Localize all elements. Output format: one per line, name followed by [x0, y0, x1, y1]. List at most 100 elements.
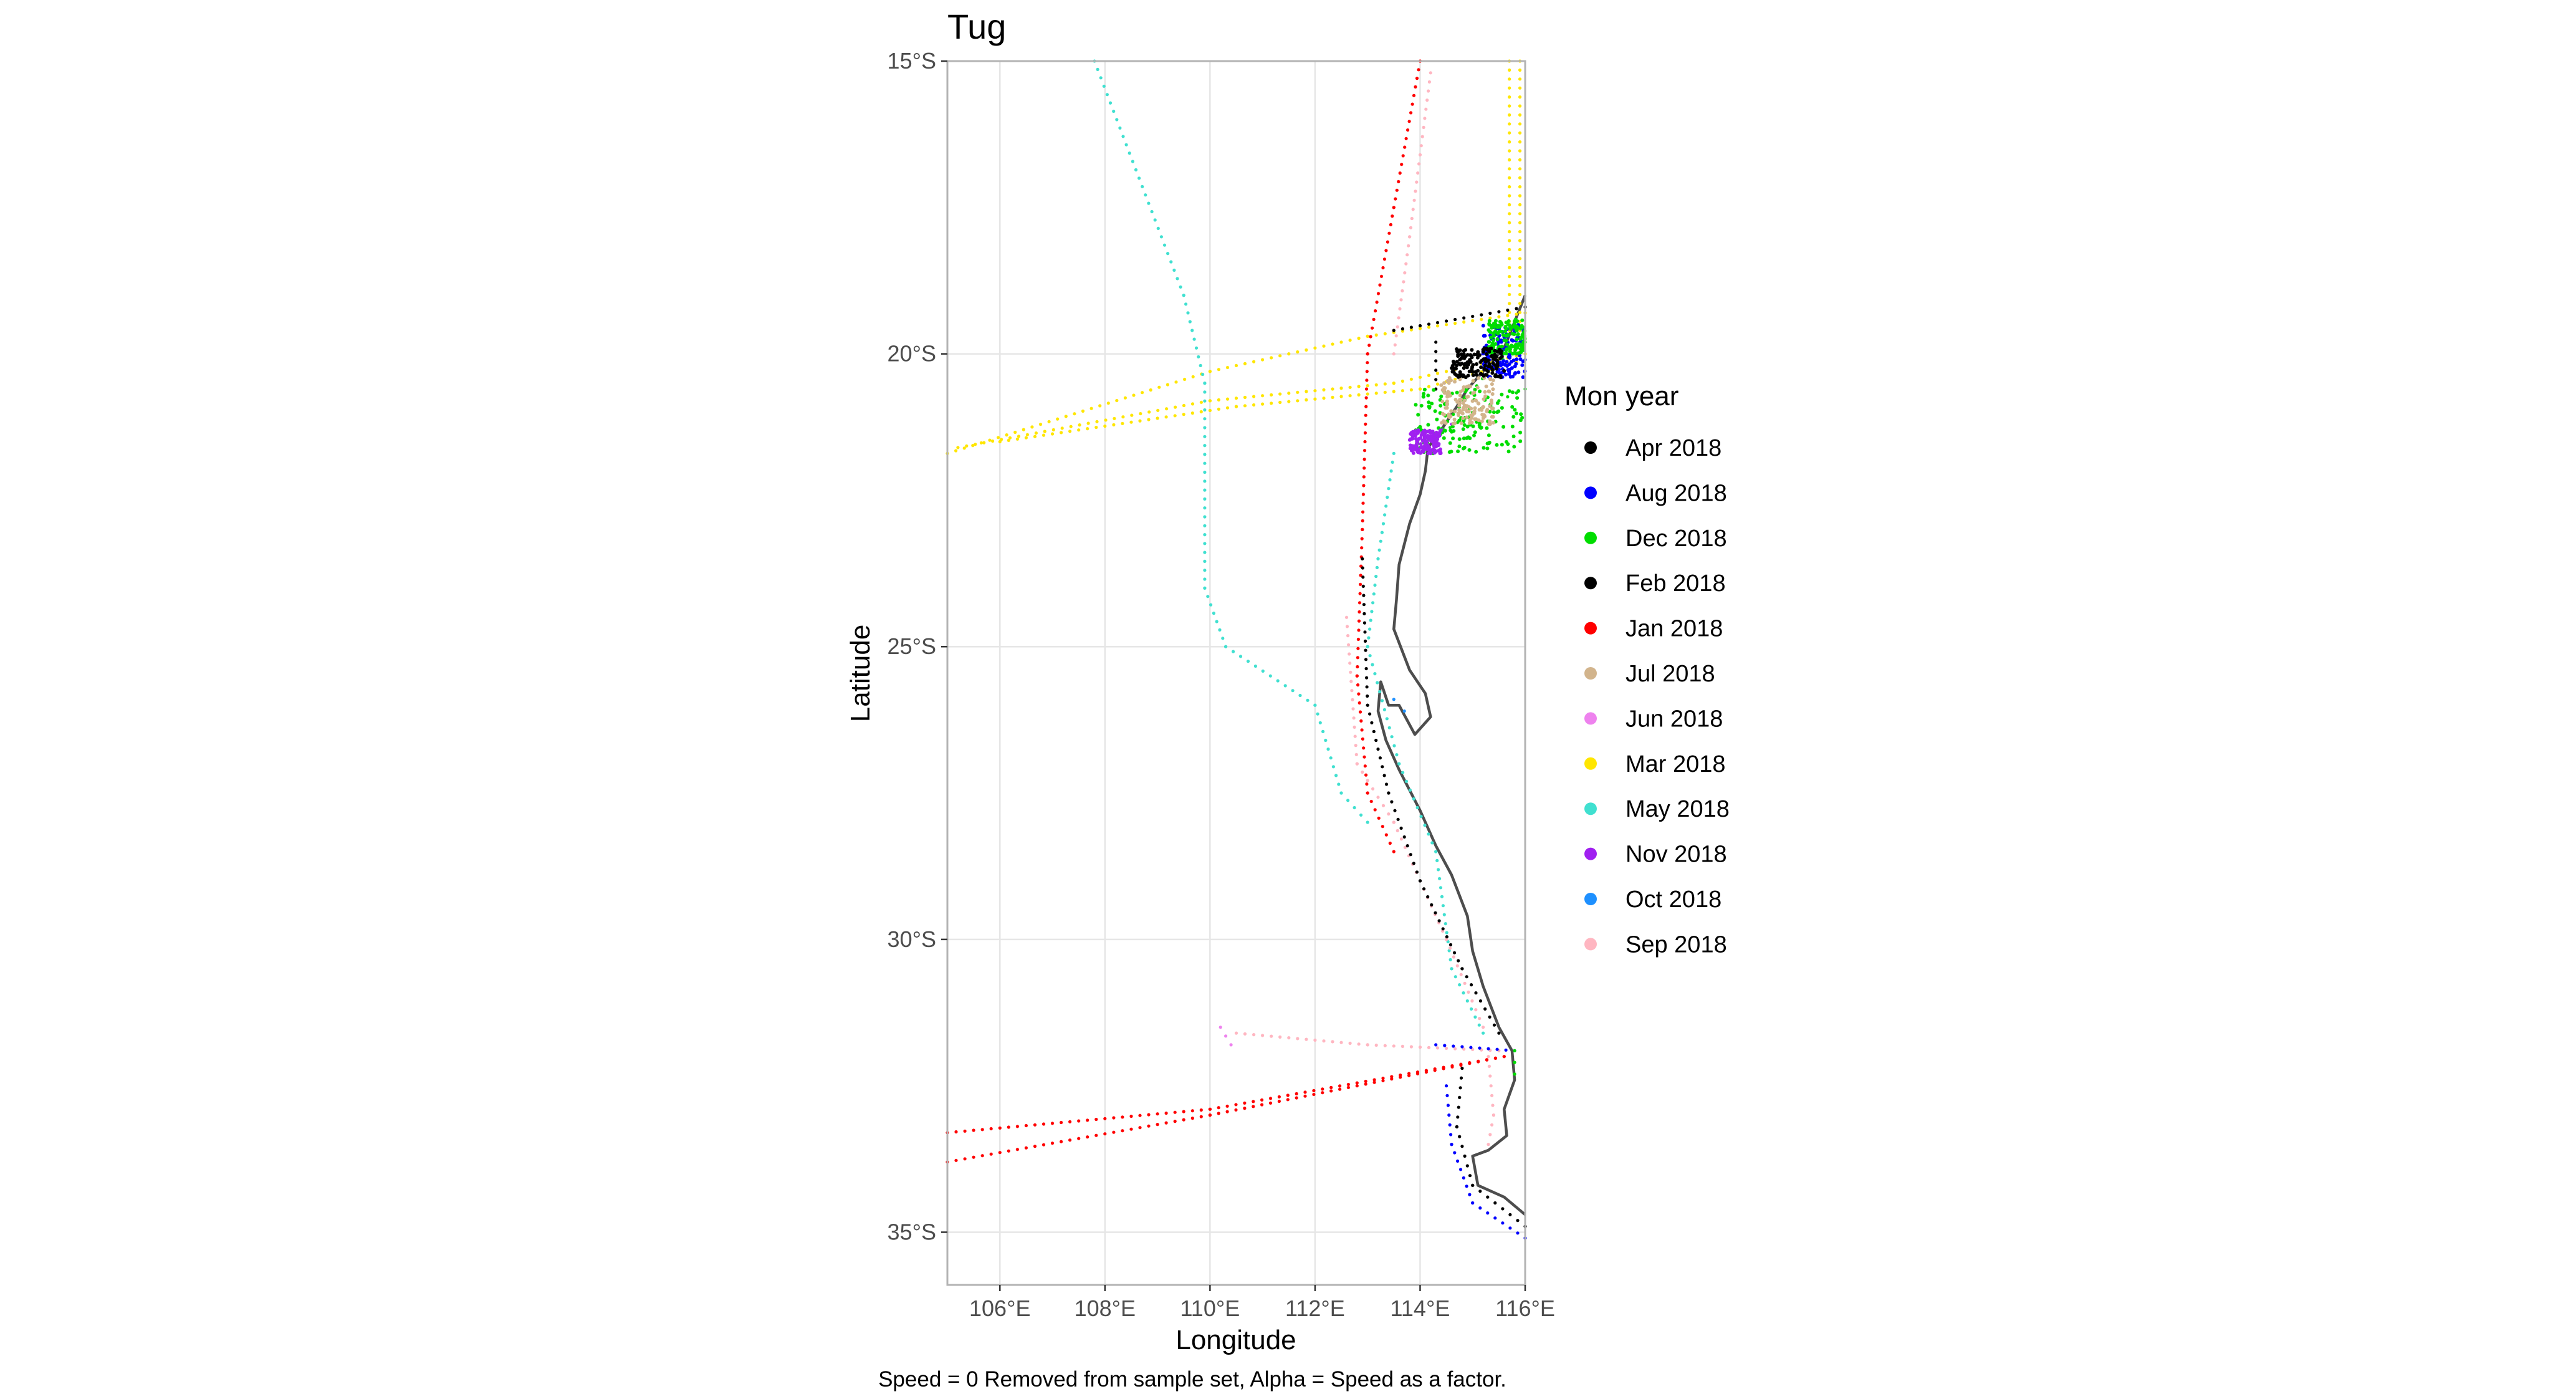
- plot-panel: [946, 59, 1527, 1286]
- track-point: [1412, 862, 1415, 865]
- track-point: [1383, 390, 1387, 394]
- cluster-point: [1452, 417, 1457, 421]
- track-point: [1482, 1031, 1485, 1035]
- track-point: [1352, 716, 1356, 720]
- track-point: [1212, 612, 1215, 615]
- cluster-point: [1487, 319, 1491, 323]
- cluster-point: [1513, 317, 1518, 322]
- track-point: [1401, 771, 1405, 774]
- track-point: [1169, 260, 1173, 264]
- track-point: [1425, 99, 1429, 102]
- cluster-point: [1506, 319, 1511, 323]
- track-point: [1322, 397, 1326, 400]
- track-point: [1361, 501, 1365, 505]
- cluster-point: [1476, 353, 1480, 357]
- cluster-point: [1442, 419, 1445, 423]
- track-point: [1291, 689, 1295, 693]
- track-point: [1367, 636, 1371, 640]
- track-point: [1388, 478, 1392, 482]
- track-point: [1439, 886, 1443, 890]
- track-point: [1440, 895, 1444, 898]
- track-point: [1179, 285, 1182, 289]
- cluster-point: [1442, 386, 1447, 390]
- track-point: [1094, 1133, 1098, 1137]
- track-aug-2018-19: [1445, 1084, 1527, 1240]
- cluster-point: [1463, 354, 1468, 358]
- track-point: [1173, 1120, 1177, 1123]
- cluster-point: [1461, 388, 1465, 392]
- track-point: [1344, 615, 1349, 619]
- track-point: [1190, 329, 1194, 332]
- track-point: [1203, 479, 1207, 483]
- track-point: [1389, 469, 1393, 473]
- track-point: [1203, 470, 1207, 474]
- track-point: [1415, 1072, 1420, 1075]
- cluster-point: [1411, 451, 1415, 455]
- track-point: [1069, 425, 1073, 428]
- track-point: [1030, 425, 1034, 429]
- cluster-point: [1513, 371, 1518, 375]
- track-point: [1208, 370, 1212, 373]
- track-point: [1362, 475, 1366, 479]
- track-point: [1381, 765, 1384, 769]
- track-point: [1468, 1062, 1472, 1065]
- track-may-2018-5: [1093, 59, 1369, 824]
- track-point: [1089, 406, 1093, 410]
- track-point: [1203, 506, 1207, 510]
- track-point: [963, 1157, 967, 1161]
- track-point: [1435, 382, 1440, 386]
- track-point: [1471, 1183, 1475, 1187]
- track-point: [1356, 665, 1359, 669]
- track-point: [1357, 601, 1362, 605]
- track-point: [1441, 927, 1445, 931]
- track-point: [1423, 824, 1427, 827]
- track-point: [1434, 378, 1438, 382]
- cluster-point: [1511, 435, 1516, 438]
- track-apr-2018-16: [1361, 557, 1501, 1035]
- track-point: [1366, 352, 1369, 356]
- track-point: [1387, 231, 1391, 235]
- cluster-point: [1476, 368, 1480, 373]
- cluster-point: [1512, 323, 1516, 327]
- track-point: [1396, 325, 1399, 329]
- track-point: [1516, 1219, 1520, 1223]
- track-point: [1025, 433, 1029, 436]
- cluster-point: [1510, 405, 1515, 409]
- track-point: [1508, 140, 1511, 144]
- track-point: [1131, 160, 1134, 163]
- track-point: [1504, 1048, 1508, 1052]
- track-point: [1208, 399, 1212, 403]
- track-point: [1360, 537, 1364, 541]
- track-point: [1513, 1049, 1516, 1052]
- track-point: [1305, 1037, 1308, 1041]
- track-point: [1469, 1046, 1473, 1049]
- track-point: [1357, 701, 1361, 705]
- track-point: [1501, 1207, 1505, 1211]
- track-point: [1043, 430, 1046, 433]
- cluster-point: [1467, 448, 1472, 452]
- track-point: [1465, 1164, 1469, 1168]
- track-point: [1508, 122, 1511, 126]
- track-point: [998, 1126, 1002, 1130]
- cluster-point: [1521, 375, 1525, 379]
- track-point: [1361, 566, 1364, 570]
- track-point: [1415, 77, 1419, 80]
- track-point: [1182, 413, 1185, 416]
- track-point: [1374, 392, 1378, 395]
- cluster-point: [1495, 365, 1499, 369]
- y-tick-label: 30°S: [888, 926, 936, 952]
- track-point: [1369, 335, 1372, 339]
- track-point: [1486, 1211, 1490, 1215]
- track-point: [998, 440, 1002, 444]
- track-point: [1175, 277, 1179, 281]
- track-point: [1418, 879, 1422, 883]
- track-point: [1017, 435, 1021, 438]
- track-point: [1518, 239, 1522, 243]
- track-point: [1374, 1043, 1378, 1047]
- cluster-point: [1483, 334, 1487, 338]
- track-point: [974, 443, 977, 446]
- cluster-point: [1429, 435, 1433, 439]
- cluster-point: [1443, 428, 1447, 433]
- track-point: [1518, 212, 1522, 216]
- track-point: [1448, 958, 1452, 961]
